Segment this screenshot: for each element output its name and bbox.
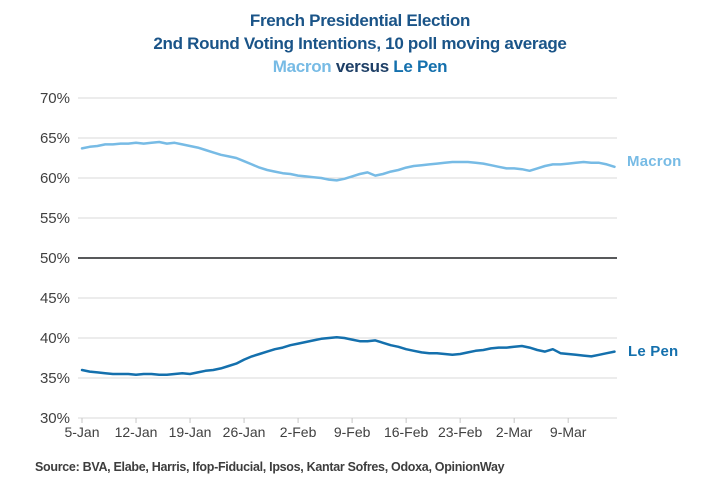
x-tick-label-12-Jan: 12-Jan [115,424,158,440]
x-tick-label-2-Feb: 2-Feb [280,424,317,440]
y-tick-label-50: 50% [40,250,70,267]
x-tick-label-9-Feb: 9-Feb [334,424,371,440]
x-tick-label-5-Jan: 5-Jan [64,424,99,440]
y-tick-label-30: 30% [40,410,70,427]
title-line-2: 2nd Round Voting Intentions, 10 poll mov… [153,34,567,53]
macron-series-label: Macron [627,153,682,170]
x-tick-label-23-Feb: 23-Feb [438,424,483,440]
title-macron-word: Macron [272,57,332,76]
y-tick-label-45: 45% [40,290,70,307]
y-tick-label-70: 70% [40,90,70,107]
title-line-1: French Presidential Election [249,11,471,30]
y-tick-label-40: 40% [40,330,70,347]
lepen-series-label: Le Pen [628,343,679,360]
x-tick-label-2-Mar: 2-Mar [496,424,533,440]
page-title: French Presidential Election 2nd Round V… [0,9,720,78]
y-tick-label-60: 60% [40,170,70,187]
title-line-3: Macron versus Le Pen [0,55,720,78]
y-tick-label-35: 35% [40,370,70,387]
macron-line [80,140,616,182]
title-lepen-word: Le Pen [393,57,448,76]
x-tick-label-9-Mar: 9-Mar [550,424,587,440]
title-versus-word: versus [335,57,389,76]
x-tick-label-19-Jan: 19-Jan [169,424,212,440]
y-tick-label-65: 65% [40,130,70,147]
x-tick-label-26-Jan: 26-Jan [223,424,266,440]
y-tick-label-55: 55% [40,210,70,227]
source-attribution: Source: BVA, Elabe, Harris, Ifop-Fiducia… [35,460,505,474]
x-tick-label-16-Feb: 16-Feb [384,424,429,440]
lepen-line [80,335,616,377]
